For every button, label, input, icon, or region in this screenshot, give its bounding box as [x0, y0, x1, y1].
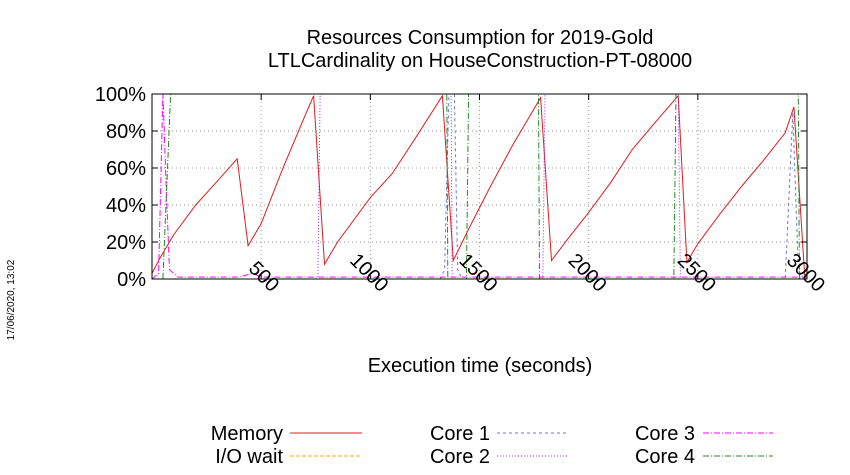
x-axis-label: Execution time (seconds) [368, 355, 593, 377]
y-tick-label-4: 80% [106, 121, 146, 143]
y-tick-label-2: 40% [106, 195, 146, 217]
chart-title-line2: LTLCardinality on HouseConstruction-PT-0… [268, 50, 692, 72]
legend-label-core-2: Core 2 [430, 446, 490, 468]
y-axis-ticks: 0% 20% 40% 60% 80% 100% [95, 84, 807, 291]
legend-label-core-4: Core 4 [635, 446, 695, 468]
x-tick-label-5: 3000 [782, 250, 829, 297]
x-tick-label-4: 2500 [673, 250, 720, 297]
legend-label-core-3: Core 3 [635, 423, 695, 445]
timestamp: 17/06/2020, 13:02 [6, 259, 17, 340]
x-tick-label-2: 1500 [454, 250, 501, 297]
y-tick-label-0: 0% [117, 269, 146, 291]
series-line-memory [151, 94, 806, 278]
y-tick-label-5: 100% [95, 84, 146, 106]
legend-label-i-o-wait: I/O wait [215, 446, 283, 468]
x-tick-label-3: 2000 [564, 250, 611, 297]
y-tick-label-1: 20% [106, 232, 146, 254]
chart-title-line1: Resources Consumption for 2019-Gold [307, 27, 654, 49]
y-tick-label-3: 60% [106, 158, 146, 180]
series-line-core-1 [152, 93, 805, 280]
grid [152, 94, 807, 279]
series-line-core-3 [151, 93, 807, 280]
series-line-core-2 [152, 93, 807, 280]
x-tick-label-0: 500 [244, 257, 283, 296]
x-tick-label-1: 1000 [345, 250, 392, 297]
legend-label-core-1: Core 1 [430, 423, 490, 445]
x-axis-ticks: 500 1000 1500 2000 2500 3000 [244, 94, 829, 297]
legend-label-memory: Memory [211, 423, 283, 445]
